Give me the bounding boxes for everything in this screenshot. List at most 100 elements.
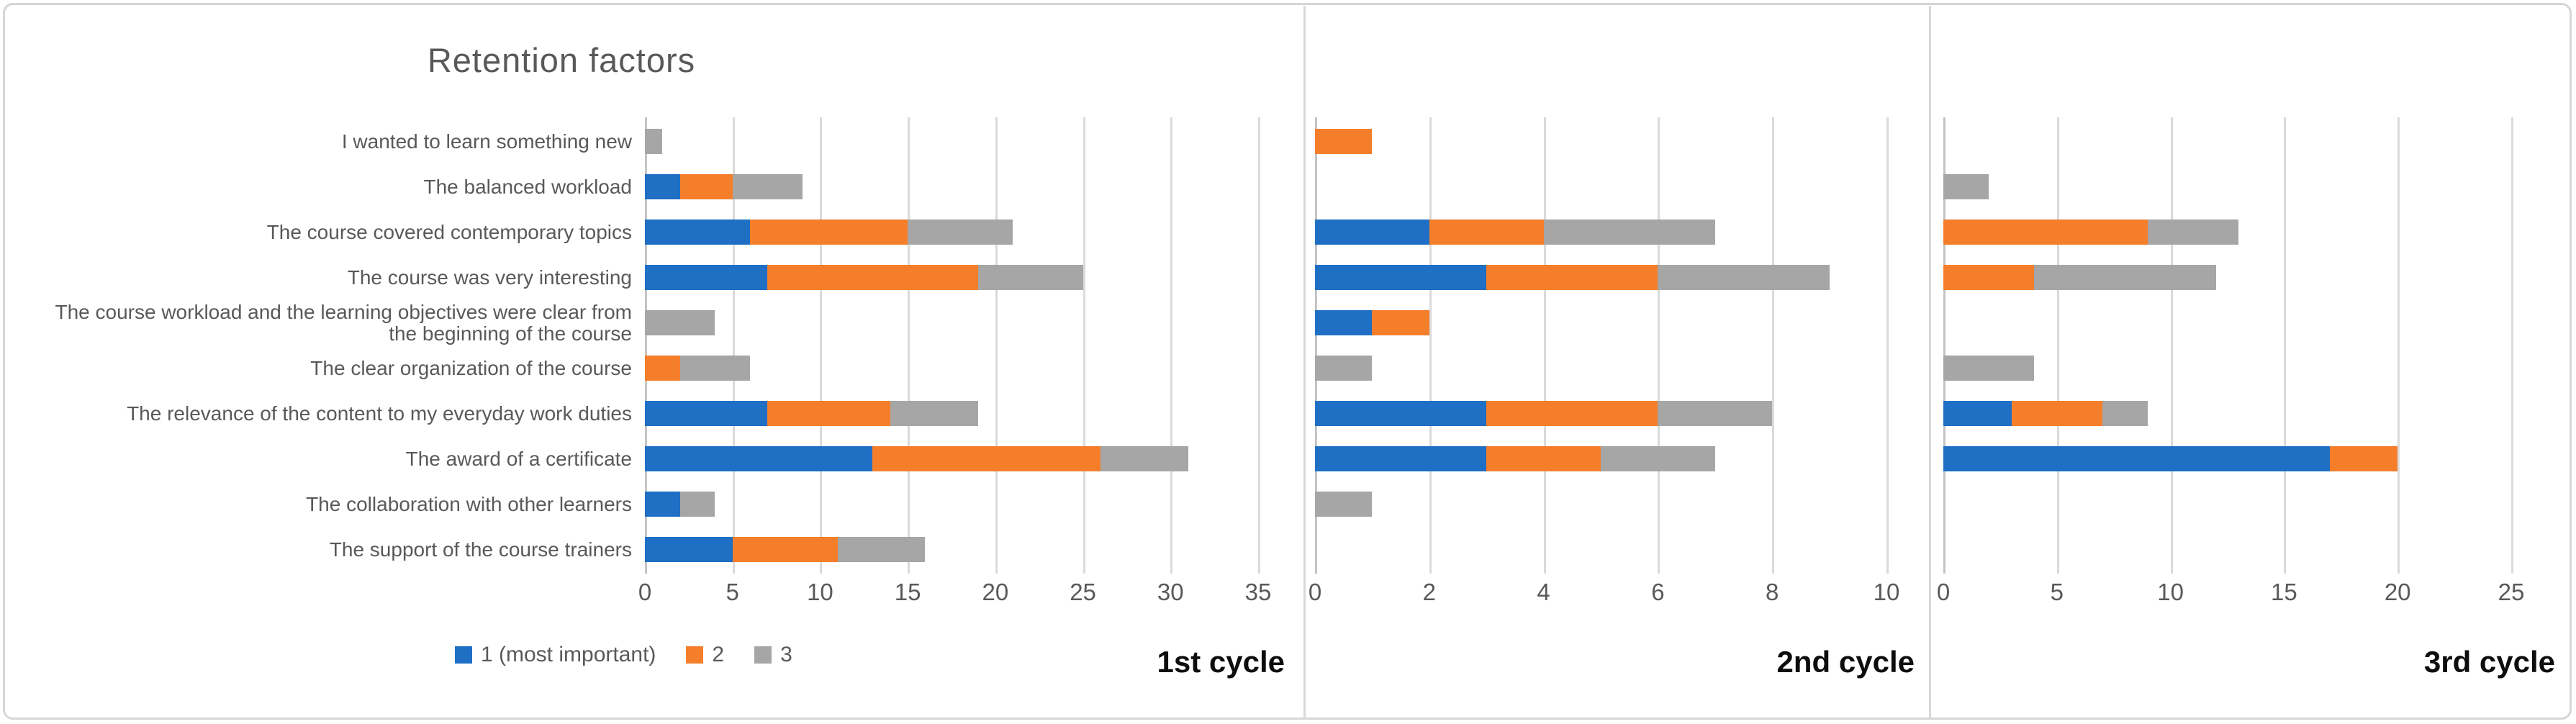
category-label: The course covered contemporary topics xyxy=(266,220,632,243)
gridline xyxy=(1543,117,1546,574)
bar-segment xyxy=(645,174,680,199)
bar-segment xyxy=(2011,401,2102,426)
bar-segment xyxy=(645,401,768,426)
axis-tick-label: 35 xyxy=(1244,579,1272,605)
bar-segment xyxy=(750,220,908,245)
axis-tick-label: 30 xyxy=(1157,579,1184,605)
bar-segment xyxy=(837,537,926,562)
legend-label: 1 (most important) xyxy=(481,643,656,666)
panel-label-2nd-cycle: 2nd cycle xyxy=(1776,645,1915,679)
bar-segment xyxy=(1315,310,1373,335)
axis-tick-label: 8 xyxy=(1766,579,1779,605)
axis-tick-label: 6 xyxy=(1651,579,1665,605)
axis-tick-label: 15 xyxy=(894,579,921,605)
axis-tick-label: 20 xyxy=(2384,579,2411,605)
legend-swatch xyxy=(686,646,704,664)
bar-segment xyxy=(890,401,978,426)
gridline xyxy=(2398,117,2400,574)
legend-item: 1 (most important) xyxy=(455,643,656,667)
gridline xyxy=(1258,117,1260,574)
category-label: The support of the course trainers xyxy=(329,538,632,561)
legend-label: 2 xyxy=(712,643,725,666)
gridline xyxy=(820,117,823,574)
bar-segment xyxy=(872,446,1101,471)
legend-swatch xyxy=(455,646,472,664)
bar-segment xyxy=(1943,446,2330,471)
bar-segment xyxy=(1429,220,1544,245)
axis-tick-label: 2 xyxy=(1422,579,1436,605)
bar-segment xyxy=(645,265,768,290)
axis-tick-label: 10 xyxy=(2157,579,2184,605)
bar-segment xyxy=(977,265,1083,290)
bar-segment xyxy=(1315,220,1429,245)
bar-segment xyxy=(2102,401,2148,426)
bar-segment xyxy=(1315,265,1487,290)
bar-segment xyxy=(1943,220,2148,245)
bar-segment xyxy=(908,220,1013,245)
axis-tick-label: 25 xyxy=(1070,579,1096,605)
legend-label: 3 xyxy=(780,643,792,666)
gridline xyxy=(732,117,735,574)
bar-segment xyxy=(1315,492,1373,517)
gridline xyxy=(1772,117,1775,574)
bar-segment xyxy=(679,356,751,381)
legend: 1 (most important) 2 3 xyxy=(455,643,792,667)
bar-segment xyxy=(1372,310,1429,335)
bar-segment xyxy=(1315,446,1487,471)
category-label: The collaboration with other learners xyxy=(306,492,632,515)
axis-tick-label: 0 xyxy=(1936,579,1951,605)
gridline xyxy=(1429,117,1432,574)
bar-segment xyxy=(1943,356,2035,381)
bar-segment xyxy=(1601,446,1715,471)
bar-segment xyxy=(1100,446,1188,471)
gridline xyxy=(1886,117,1889,574)
bar-segment xyxy=(679,492,715,517)
bar-segment xyxy=(645,220,751,245)
bar-segment xyxy=(1943,265,2035,290)
category-label: The course was very interesting xyxy=(347,266,632,289)
bar-segment xyxy=(645,537,733,562)
gridline xyxy=(995,117,998,574)
panel-divider xyxy=(1929,6,1931,718)
gridline xyxy=(1083,117,1085,574)
legend-item: 3 xyxy=(754,643,792,667)
legend-item: 2 xyxy=(686,643,724,667)
bar-segment xyxy=(1543,220,1715,245)
bar-segment xyxy=(1486,265,1658,290)
panel-divider xyxy=(1303,6,1306,718)
axis-tick-label: 10 xyxy=(807,579,833,605)
bar-segment xyxy=(1315,356,1373,381)
chart-title: Retention factors xyxy=(427,41,696,79)
bar-segment xyxy=(2034,265,2216,290)
axis-tick-label: 4 xyxy=(1537,579,1550,605)
y-axis-line xyxy=(1315,117,1317,574)
axis-tick-label: 25 xyxy=(2498,579,2525,605)
axis-tick-label: 5 xyxy=(726,579,739,605)
panel-label-3rd-cycle: 3rd cycle xyxy=(2423,645,2555,679)
category-label: The relevance of the content to my every… xyxy=(127,402,632,425)
bar-segment xyxy=(1315,129,1373,154)
bar-segment xyxy=(1658,401,1773,426)
bar-segment xyxy=(767,265,978,290)
bar-segment xyxy=(2329,446,2398,471)
category-label: The balanced workload xyxy=(423,175,632,198)
gridline xyxy=(2511,117,2513,574)
axis-tick-label: 0 xyxy=(638,579,652,605)
bar-segment xyxy=(732,537,838,562)
bar-segment xyxy=(645,492,680,517)
bar-segment xyxy=(645,129,663,154)
axis-tick-label: 10 xyxy=(1873,579,1900,605)
axis-tick-label: 20 xyxy=(982,579,1009,605)
gridline xyxy=(2056,117,2059,574)
axis-tick-label: 5 xyxy=(2050,579,2064,605)
gridline xyxy=(1658,117,1660,574)
category-label: The clear organization of the course xyxy=(310,356,632,379)
panel-label-1st-cycle: 1st cycle xyxy=(1157,645,1285,679)
gridline xyxy=(2284,117,2287,574)
y-axis-line xyxy=(1943,117,1945,574)
category-label: The course workload and the learning obj… xyxy=(55,301,632,345)
bar-segment xyxy=(732,174,803,199)
bar-segment xyxy=(645,356,680,381)
bar-segment xyxy=(767,401,890,426)
